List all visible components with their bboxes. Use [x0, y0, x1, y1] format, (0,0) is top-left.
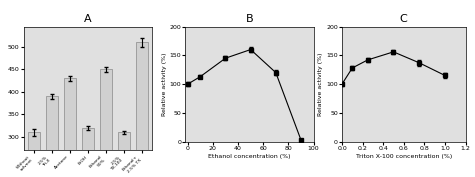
Y-axis label: Relative activity (%): Relative activity (%) [162, 52, 167, 116]
Bar [118, 132, 130, 177]
Bar [46, 96, 57, 177]
X-axis label: Ethanol concentration (%): Ethanol concentration (%) [208, 153, 291, 159]
Y-axis label: Relative activity (%): Relative activity (%) [318, 52, 323, 116]
Bar [82, 128, 94, 177]
X-axis label: Triton X-100 concentration (%): Triton X-100 concentration (%) [356, 153, 452, 159]
Title: A: A [84, 14, 92, 24]
Bar [28, 132, 39, 177]
Title: C: C [400, 14, 408, 24]
Bar [100, 69, 112, 177]
Title: B: B [246, 14, 253, 24]
Bar [136, 42, 148, 177]
Bar [64, 78, 76, 177]
